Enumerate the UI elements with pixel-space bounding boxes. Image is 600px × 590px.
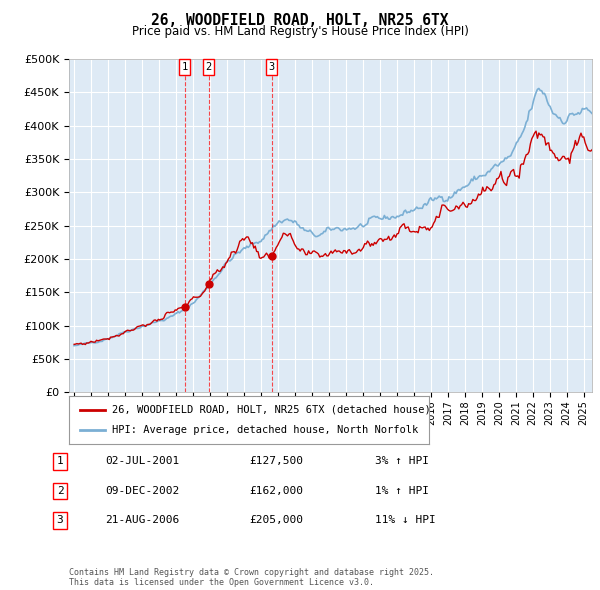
Text: £162,000: £162,000 — [249, 486, 303, 496]
Text: Contains HM Land Registry data © Crown copyright and database right 2025.
This d: Contains HM Land Registry data © Crown c… — [69, 568, 434, 587]
Text: 3: 3 — [269, 62, 275, 72]
Text: 3: 3 — [56, 516, 64, 525]
Text: 21-AUG-2006: 21-AUG-2006 — [105, 516, 179, 525]
Text: 02-JUL-2001: 02-JUL-2001 — [105, 457, 179, 466]
Text: 2: 2 — [206, 62, 212, 72]
Text: £205,000: £205,000 — [249, 516, 303, 525]
Text: £127,500: £127,500 — [249, 457, 303, 466]
Text: Price paid vs. HM Land Registry's House Price Index (HPI): Price paid vs. HM Land Registry's House … — [131, 25, 469, 38]
Text: 1: 1 — [181, 62, 188, 72]
Text: 2: 2 — [56, 486, 64, 496]
Text: 09-DEC-2002: 09-DEC-2002 — [105, 486, 179, 496]
Text: 26, WOODFIELD ROAD, HOLT, NR25 6TX: 26, WOODFIELD ROAD, HOLT, NR25 6TX — [151, 13, 449, 28]
Text: 3% ↑ HPI: 3% ↑ HPI — [375, 457, 429, 466]
Text: 26, WOODFIELD ROAD, HOLT, NR25 6TX (detached house): 26, WOODFIELD ROAD, HOLT, NR25 6TX (deta… — [112, 405, 431, 415]
Text: HPI: Average price, detached house, North Norfolk: HPI: Average price, detached house, Nort… — [112, 425, 418, 435]
Text: 1% ↑ HPI: 1% ↑ HPI — [375, 486, 429, 496]
Text: 11% ↓ HPI: 11% ↓ HPI — [375, 516, 436, 525]
Text: 1: 1 — [56, 457, 64, 466]
